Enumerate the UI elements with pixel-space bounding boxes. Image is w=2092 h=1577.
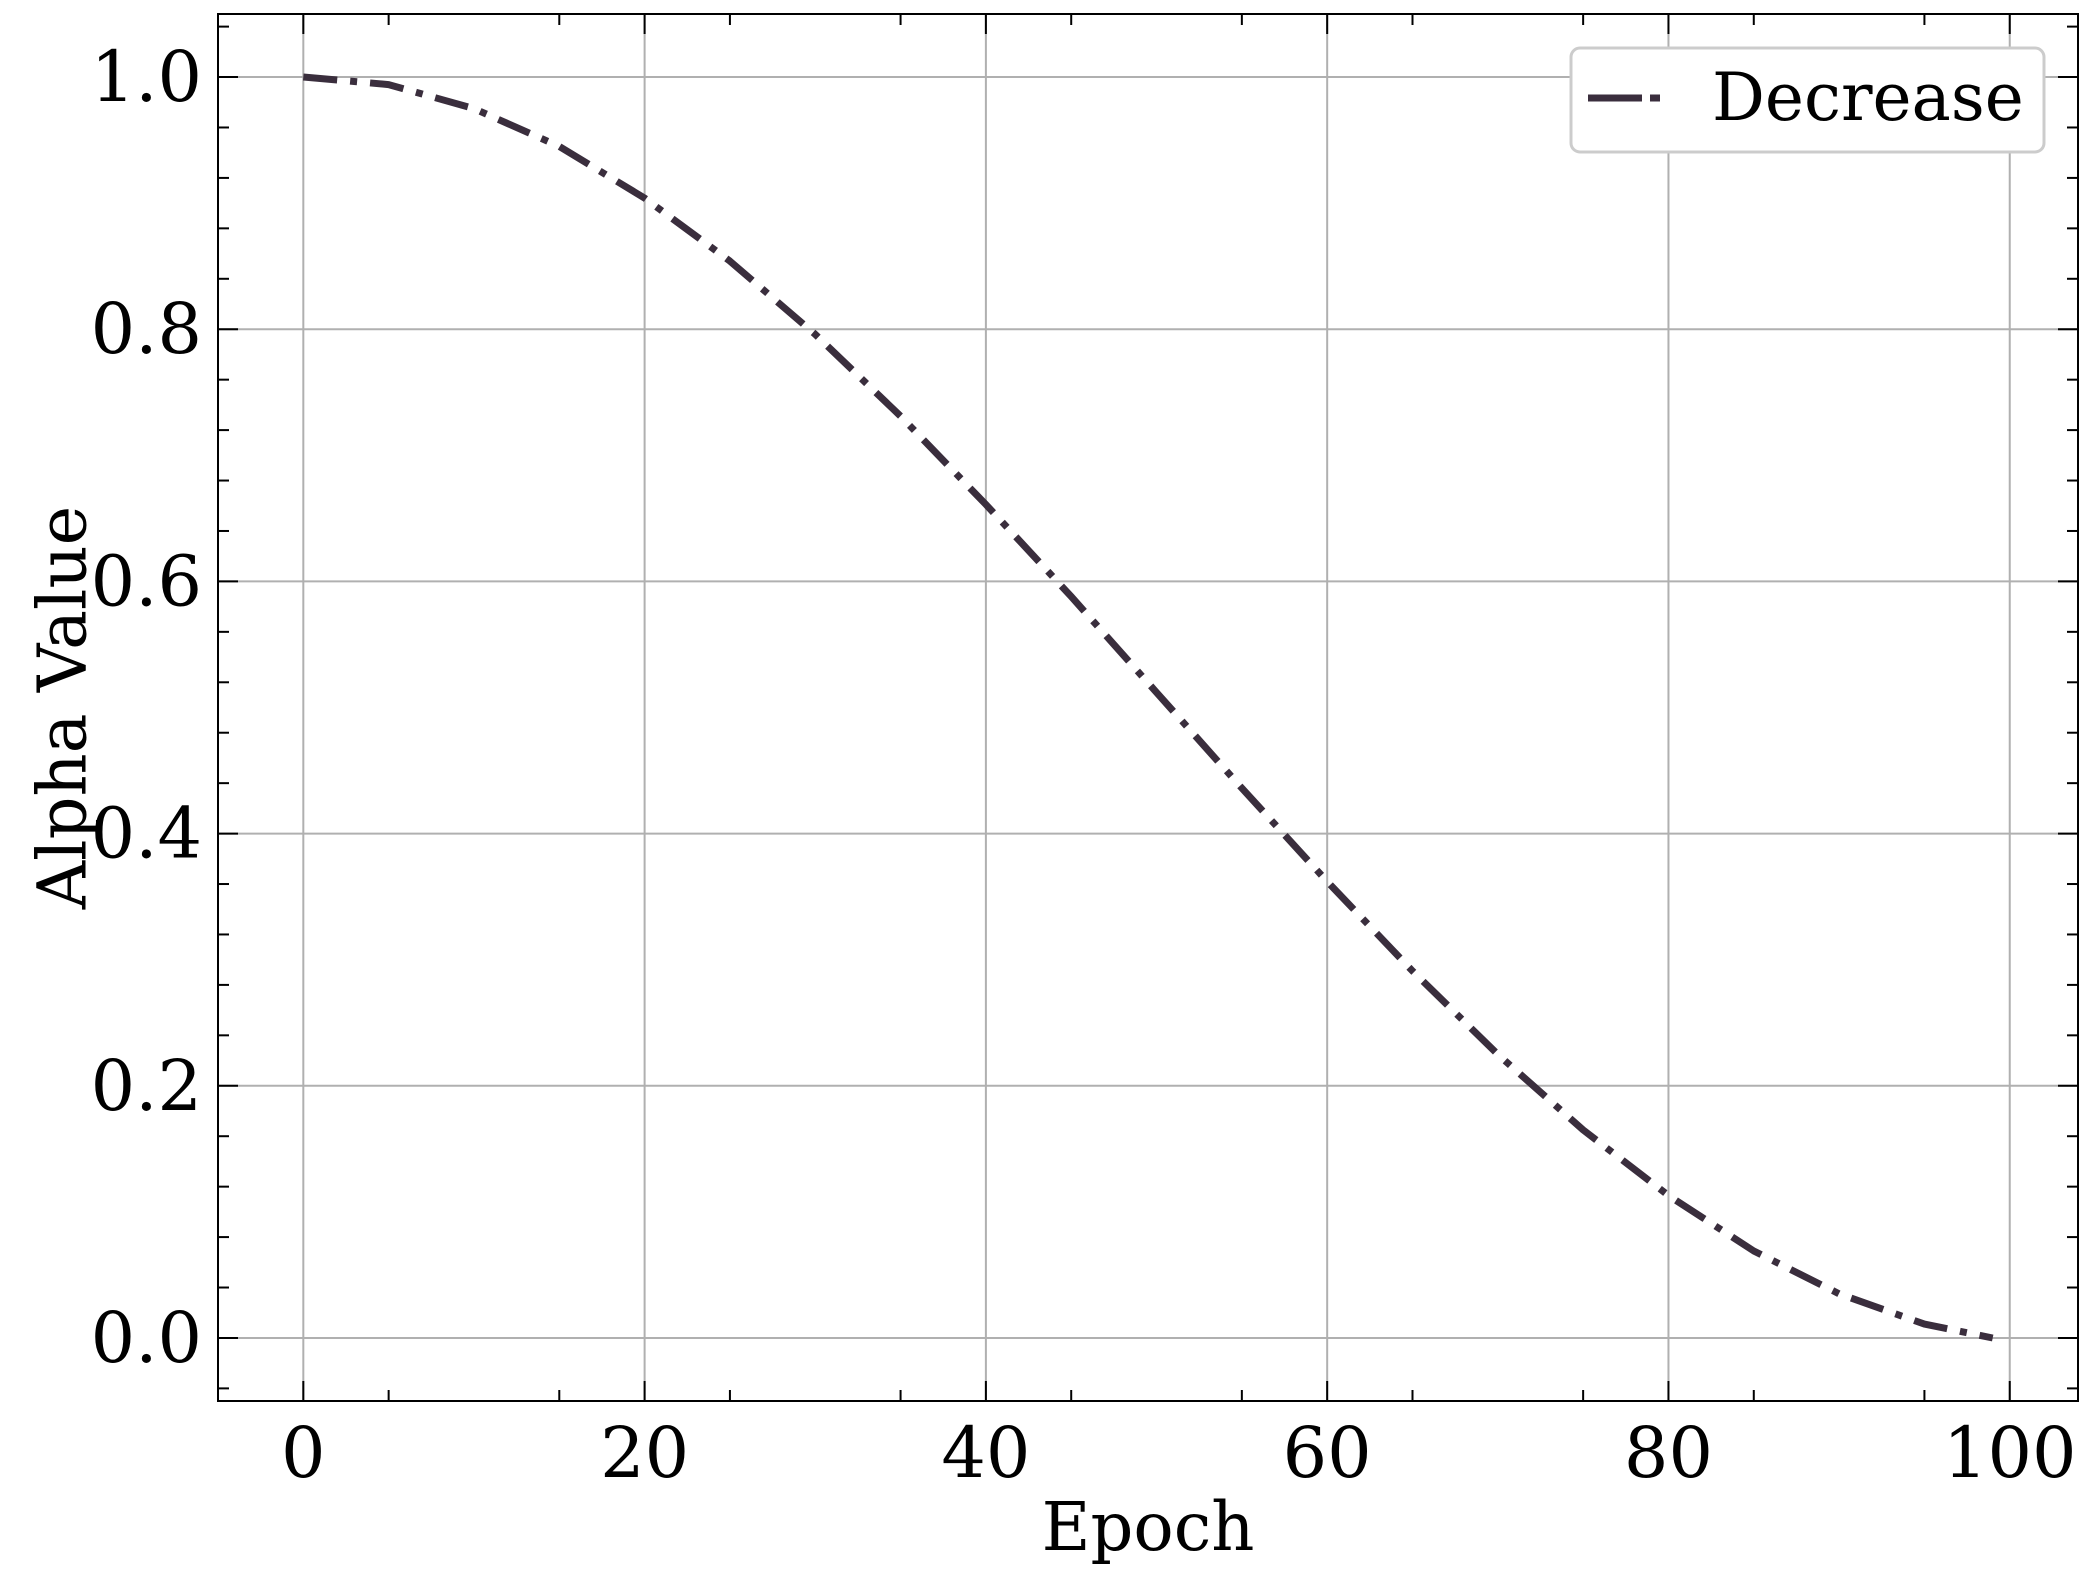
legend-label-decrease: Decrease [1712,59,2024,136]
series-layer [302,73,1994,1342]
y-tick-label: 0.0 [91,1297,202,1379]
y-tick-label: 0.2 [91,1045,202,1127]
y-tick-label: 0.4 [91,793,202,875]
x-tick-label: 20 [600,1412,689,1494]
y-tick-label: 0.6 [91,540,202,622]
y-tick-label: 1.0 [91,36,202,118]
y-axis-label: Alpha Value [23,506,101,911]
x-axis-label: Epoch [1042,1488,1255,1566]
y-tick-label: 0.8 [91,288,202,370]
series-line-decrease [302,73,1994,1342]
legend-box [1569,46,2046,154]
x-tick-label: 40 [941,1412,1030,1494]
axis-ticks [218,14,2078,1401]
x-tick-label: 80 [1624,1412,1713,1494]
legend: Decrease [1569,46,2046,154]
x-tick-label: 60 [1283,1412,1372,1494]
x-tick-label: 100 [1943,1412,2077,1494]
y-tick-labels: 0.0 0.2 0.4 0.6 0.8 1.0 [91,36,202,1379]
x-tick-labels: 0 20 40 60 80 100 [281,1412,2077,1494]
x-tick-label: 0 [281,1412,326,1494]
plot-frame [217,13,2079,1402]
grid-lines [218,14,2078,1401]
